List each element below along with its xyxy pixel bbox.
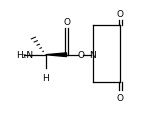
Text: N: N	[89, 51, 96, 60]
Text: O: O	[63, 18, 70, 27]
Text: O: O	[117, 93, 124, 102]
Text: O: O	[77, 51, 84, 60]
Polygon shape	[46, 53, 67, 57]
Text: O: O	[117, 10, 124, 19]
Text: H: H	[42, 73, 49, 82]
Text: H₂N: H₂N	[16, 51, 33, 60]
